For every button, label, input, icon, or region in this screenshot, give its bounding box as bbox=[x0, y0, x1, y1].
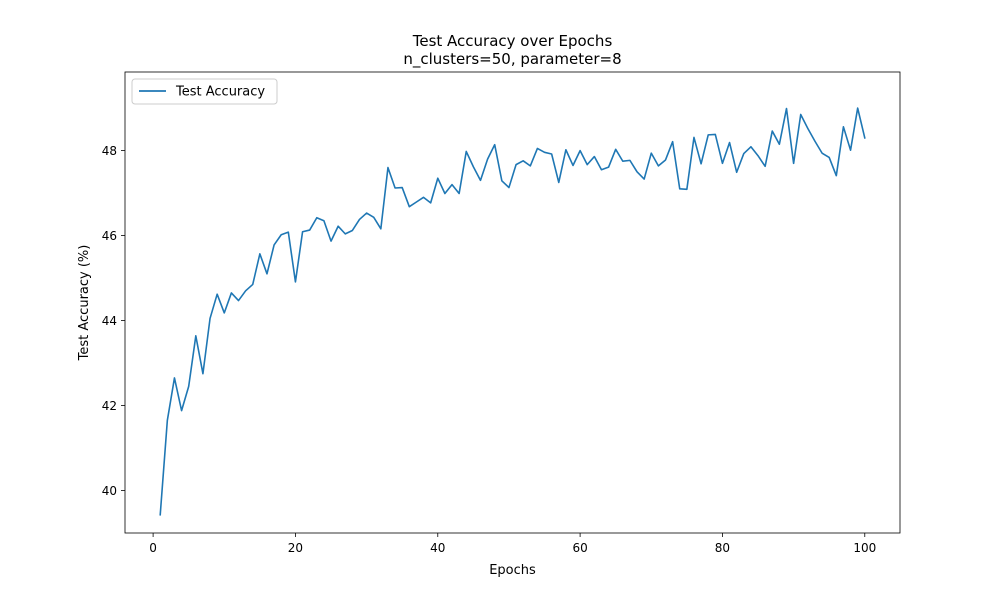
y-axis-label: Test Accuracy (%) bbox=[77, 245, 92, 362]
y-tick-label: 44 bbox=[102, 314, 117, 328]
chart-title: Test Accuracy over Epochs bbox=[412, 32, 613, 50]
x-tick-label: 40 bbox=[430, 541, 445, 555]
legend-label: Test Accuracy bbox=[175, 85, 265, 100]
x-tick-label: 0 bbox=[149, 541, 157, 555]
plot-area bbox=[125, 72, 900, 533]
y-tick-label: 48 bbox=[102, 144, 117, 158]
series-layer bbox=[159, 107, 866, 516]
y-tick-label: 46 bbox=[102, 229, 117, 243]
y-tick-label: 42 bbox=[102, 399, 117, 413]
x-tick-label: 80 bbox=[715, 541, 730, 555]
x-axis-label: Epochs bbox=[489, 563, 536, 578]
x-axis-ticks: 0 20 40 60 80 100 bbox=[149, 533, 876, 555]
y-tick-label: 40 bbox=[102, 484, 117, 498]
chart-subtitle: n_clusters=50, parameter=8 bbox=[403, 50, 621, 69]
x-tick-label: 100 bbox=[853, 541, 876, 555]
plot-frame bbox=[124, 71, 901, 534]
y-axis-ticks: 40 42 44 46 48 bbox=[102, 144, 125, 498]
series-line-test-accuracy bbox=[159, 107, 866, 516]
legend: Test Accuracy bbox=[131, 78, 278, 105]
legend-box bbox=[131, 78, 278, 105]
x-tick-label: 20 bbox=[288, 541, 303, 555]
x-tick-label: 60 bbox=[572, 541, 587, 555]
plot-background bbox=[125, 72, 900, 533]
